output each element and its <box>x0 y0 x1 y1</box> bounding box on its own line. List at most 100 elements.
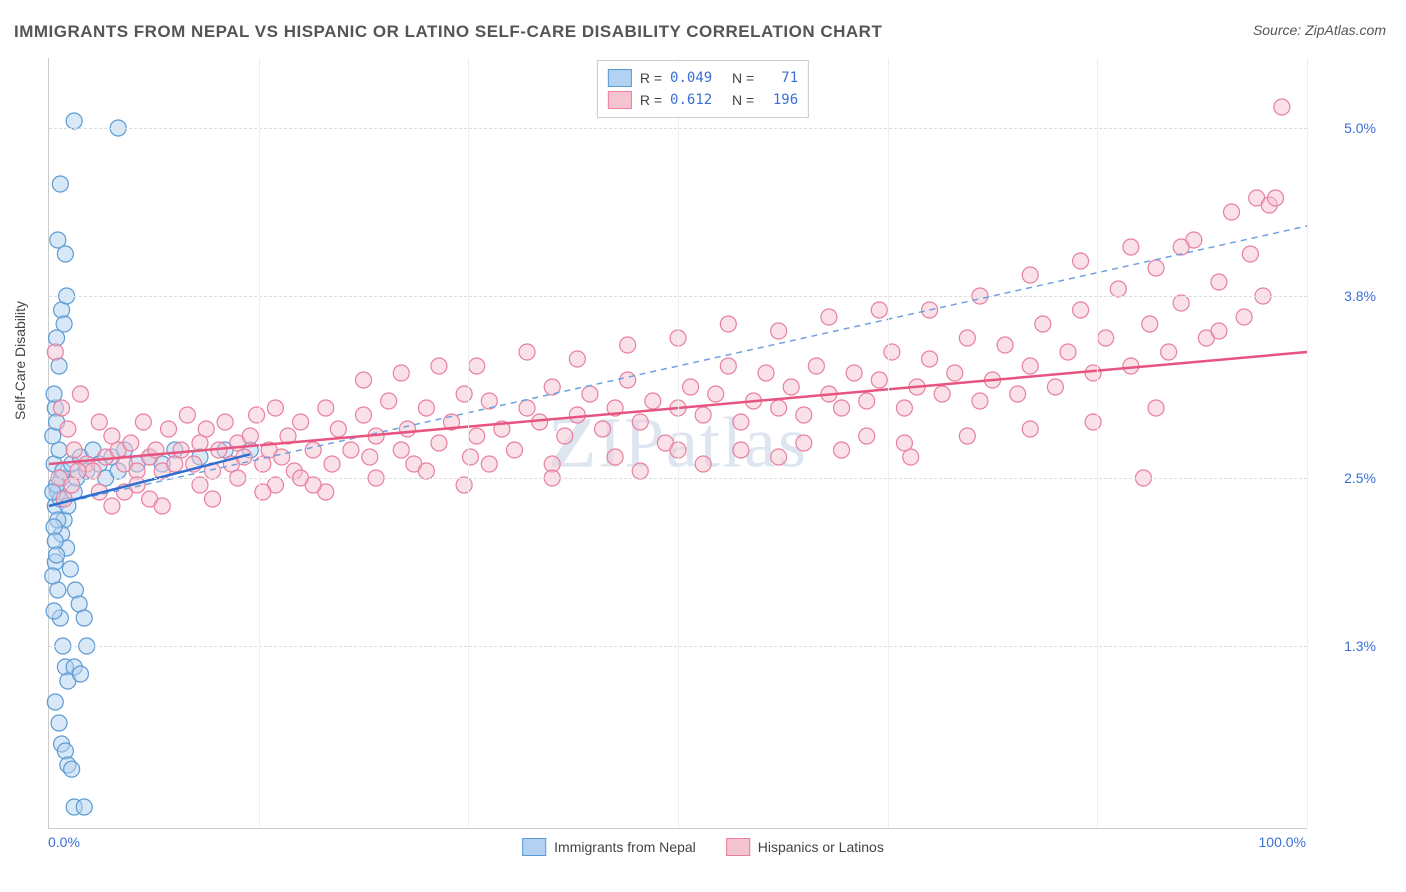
data-point <box>934 386 950 402</box>
legend-item: Immigrants from Nepal <box>522 838 696 856</box>
data-point <box>456 386 472 402</box>
data-point <box>569 407 585 423</box>
data-point <box>972 393 988 409</box>
data-point <box>1161 344 1177 360</box>
data-point <box>318 400 334 416</box>
x-tick-left: 0.0% <box>48 834 80 850</box>
data-point <box>896 400 912 416</box>
chart-title: IMMIGRANTS FROM NEPAL VS HISPANIC OR LAT… <box>14 22 882 42</box>
grid-line-v <box>1307 58 1308 828</box>
data-point <box>1148 400 1164 416</box>
data-point <box>645 393 661 409</box>
data-point <box>70 463 86 479</box>
data-point <box>1148 260 1164 276</box>
data-point <box>72 666 88 682</box>
chart-container: IMMIGRANTS FROM NEPAL VS HISPANIC OR LAT… <box>0 0 1406 892</box>
data-point <box>1110 281 1126 297</box>
data-point <box>46 603 62 619</box>
data-point <box>64 761 80 777</box>
legend-item: Hispanics or Latinos <box>726 838 884 856</box>
data-point <box>1173 239 1189 255</box>
data-point <box>249 407 265 423</box>
data-point <box>135 414 151 430</box>
data-point <box>418 400 434 416</box>
data-point <box>1073 302 1089 318</box>
y-tick-label: 3.8% <box>1344 288 1376 304</box>
legend-stats: R = 0.049 N = 71R = 0.612 N = 196 <box>597 60 809 118</box>
data-point <box>884 344 900 360</box>
data-point <box>91 414 107 430</box>
data-point <box>198 421 214 437</box>
data-point <box>469 358 485 374</box>
data-point <box>947 365 963 381</box>
data-point <box>632 414 648 430</box>
data-point <box>1022 421 1038 437</box>
data-point <box>1035 316 1051 332</box>
data-point <box>796 407 812 423</box>
data-point <box>1224 204 1240 220</box>
data-point <box>607 449 623 465</box>
data-point <box>733 442 749 458</box>
data-point <box>1211 323 1227 339</box>
data-point <box>1211 274 1227 290</box>
grid-line-v <box>468 58 469 828</box>
data-point <box>356 372 372 388</box>
data-point <box>733 414 749 430</box>
data-point <box>922 351 938 367</box>
data-point <box>846 365 862 381</box>
data-point <box>76 610 92 626</box>
data-point <box>104 498 120 514</box>
data-point <box>758 365 774 381</box>
data-point <box>179 407 195 423</box>
data-point <box>1060 344 1076 360</box>
data-point <box>462 449 478 465</box>
data-point <box>56 316 72 332</box>
data-point <box>173 442 189 458</box>
data-point <box>1123 239 1139 255</box>
data-point <box>324 456 340 472</box>
data-point <box>595 421 611 437</box>
data-point <box>1073 253 1089 269</box>
data-point <box>896 435 912 451</box>
legend-label: Immigrants from Nepal <box>554 839 696 855</box>
data-point <box>72 386 88 402</box>
legend-stat-row: R = 0.049 N = 71 <box>608 67 798 89</box>
data-point <box>1047 379 1063 395</box>
data-point <box>1085 414 1101 430</box>
y-tick-label: 5.0% <box>1344 120 1376 136</box>
data-point <box>431 435 447 451</box>
data-point <box>632 463 648 479</box>
grid-line-v <box>678 58 679 828</box>
data-point <box>783 379 799 395</box>
data-point <box>997 337 1013 353</box>
data-point <box>50 232 66 248</box>
data-point <box>400 421 416 437</box>
legend-swatch <box>608 91 632 109</box>
grid-line-v <box>259 58 260 828</box>
data-point <box>683 379 699 395</box>
data-point <box>771 449 787 465</box>
data-point <box>582 386 598 402</box>
data-point <box>959 428 975 444</box>
data-point <box>708 386 724 402</box>
data-point <box>1085 365 1101 381</box>
y-axis-label: Self-Care Disability <box>12 301 28 420</box>
data-point <box>834 442 850 458</box>
plot-area: ZIPatlas <box>48 58 1307 829</box>
data-point <box>1022 267 1038 283</box>
data-point <box>46 386 62 402</box>
data-point <box>859 393 875 409</box>
data-point <box>60 421 76 437</box>
x-tick-right: 100.0% <box>1259 834 1306 850</box>
data-point <box>57 743 73 759</box>
data-point <box>418 463 434 479</box>
data-point <box>305 477 321 493</box>
data-point <box>47 694 63 710</box>
data-point <box>381 393 397 409</box>
data-point <box>274 449 290 465</box>
data-point <box>192 477 208 493</box>
legend-swatch <box>522 838 546 856</box>
legend-label: Hispanics or Latinos <box>758 839 884 855</box>
data-point <box>45 568 61 584</box>
data-point <box>393 442 409 458</box>
